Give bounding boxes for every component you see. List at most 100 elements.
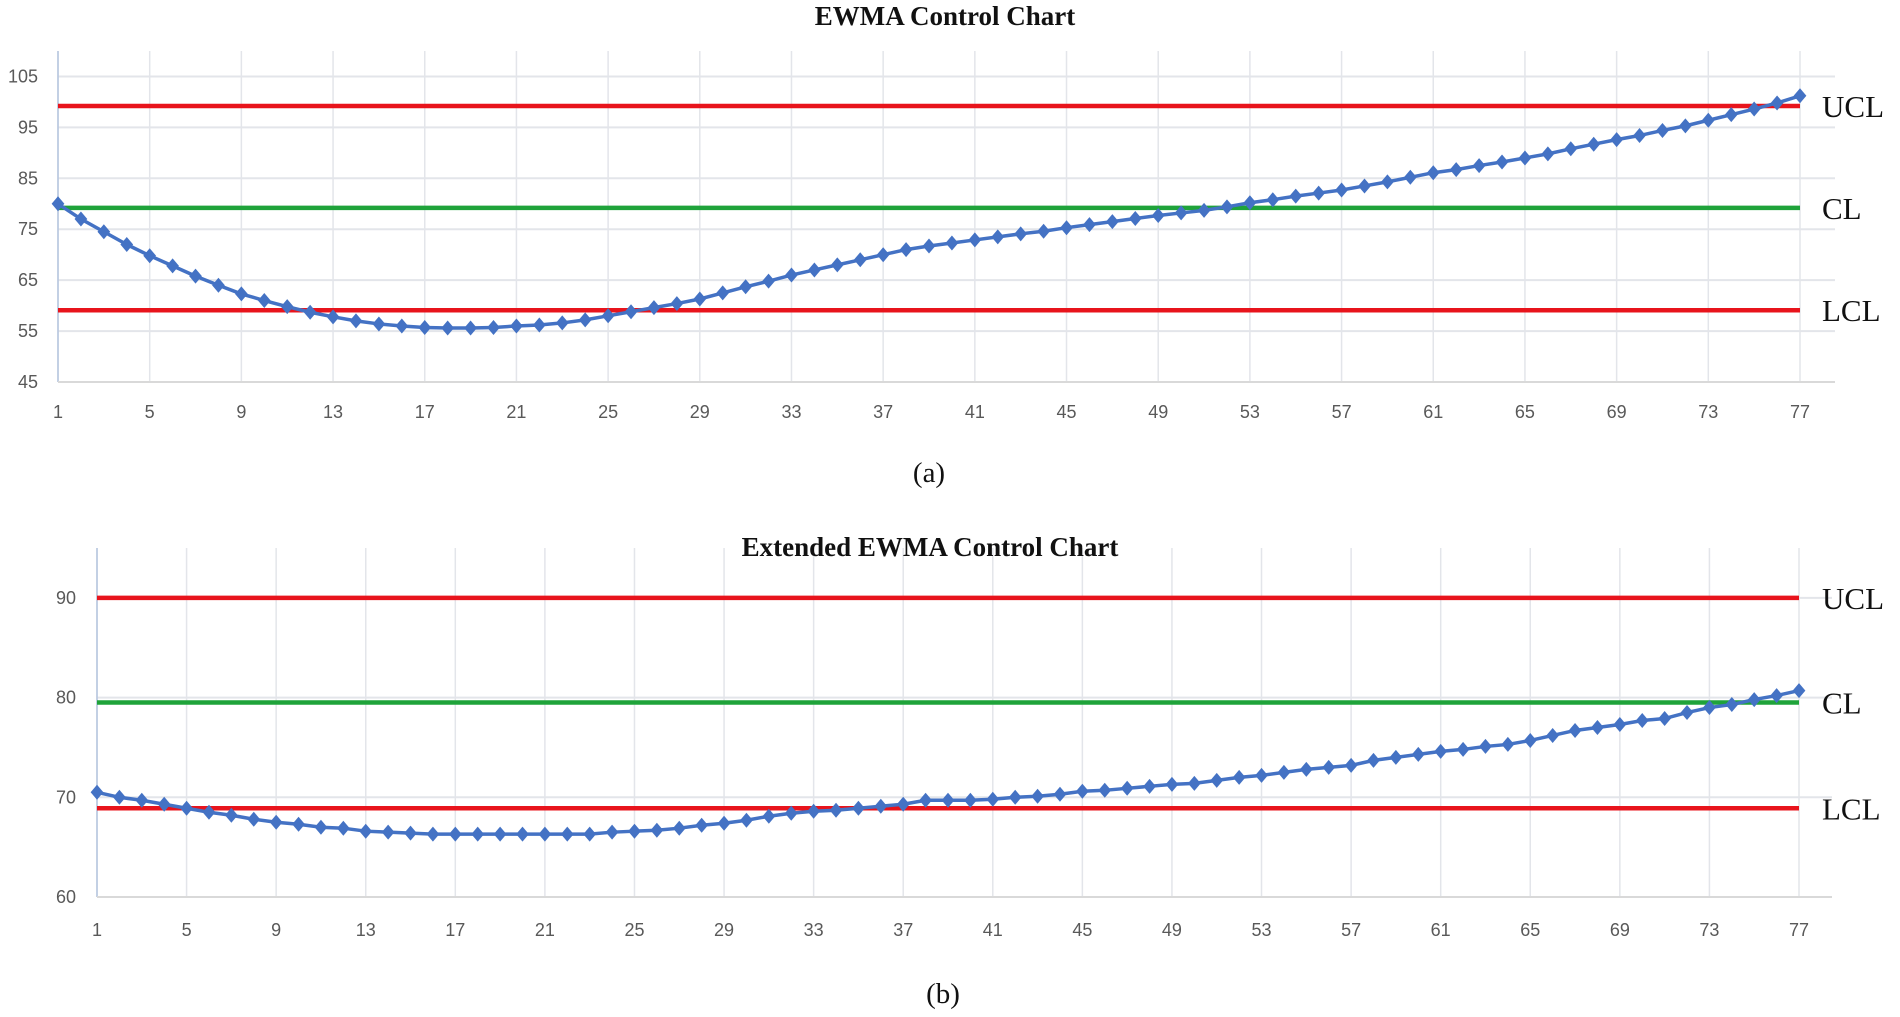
data-point [1635,713,1649,729]
data-point [874,798,888,814]
data-point [740,812,753,828]
data-point [1389,749,1403,765]
x-tick-label: 29 [690,402,710,422]
data-point [1591,719,1604,735]
data-point [1151,207,1165,223]
data-point [372,316,386,332]
data-point [583,826,597,842]
data-point [945,235,959,251]
data-point [314,819,328,835]
x-tick-label: 13 [323,402,343,422]
data-point [560,826,574,842]
data-point [1335,182,1348,198]
data-point [1031,788,1044,804]
data-point [1518,150,1532,166]
series-line [57,94,1801,330]
x-tick-label: 41 [983,920,1003,940]
ucl-label: UCL [1822,581,1884,616]
data-point [578,312,592,328]
data-point [647,300,661,316]
data-point [991,229,1005,245]
data-point [1053,786,1067,802]
cl-label: CL [1822,191,1862,226]
data-point [899,242,913,258]
y-tick-label: 105 [8,66,38,86]
x-tick-label: 21 [506,402,526,422]
data-point [487,320,500,336]
data-point [808,262,821,278]
x-tick-label: 61 [1431,920,1451,940]
data-point [90,784,104,800]
data-point [97,224,111,240]
data-point [516,826,529,842]
x-tick-label: 33 [781,402,801,422]
data-point [1587,136,1601,152]
data-point [395,318,409,334]
data-point [919,792,932,808]
data-point [292,816,305,832]
data-point [1792,683,1806,699]
x-tick-label: 69 [1610,920,1630,940]
data-point [1541,146,1555,162]
data-point [1098,782,1112,798]
data-point [1701,112,1715,128]
data-point [693,291,707,307]
data-point [143,248,157,264]
data-point [257,293,271,309]
data-point [1381,174,1394,190]
data-point [964,792,977,808]
series-line [96,688,1800,836]
data-point [224,807,238,823]
data-point [852,800,865,816]
data-point [1770,688,1783,704]
data-point [135,792,149,808]
data-point [1277,764,1291,780]
x-tick-label: 1 [92,920,102,940]
y-tick-label: 45 [18,372,38,392]
data-point [1322,759,1336,775]
data-point [762,273,775,289]
data-point [1456,741,1470,757]
x-tick-label: 25 [598,402,618,422]
data-point [1060,220,1073,236]
x-tick-label: 77 [1790,402,1810,422]
x-tick-label: 9 [236,402,246,422]
data-point [1243,195,1257,211]
data-point [555,315,569,331]
data-point [1220,199,1234,215]
data-point [441,320,455,336]
x-tick-label: 9 [271,920,281,940]
data-point [157,796,171,812]
extended-ewma-chart: 60 70 80 90 1 5 9 13 17 21 25 29 33 37 41 45 49 53 57 61 65 6… [56,532,1884,1010]
data-point [1312,185,1326,201]
x-tick-label: 45 [1072,920,1092,940]
data-point [1187,775,1201,791]
data-point [1724,107,1738,123]
data-point [716,285,730,301]
ewma-chart: 45 55 65 75 85 95 105 1 5 9 13 17 21 25 29 33 37 41 45 49 53… [8,1,1884,489]
data-point [717,815,731,831]
data-point [426,826,440,842]
data-point [180,800,193,816]
data-point [1299,761,1313,777]
data-point [1680,705,1694,721]
x-tick-label: 49 [1148,402,1168,422]
x-tick-label: 53 [1240,402,1260,422]
lcl-label: LCL [1822,791,1881,826]
chart-title: Extended EWMA Control Chart [742,532,1119,562]
data-point [1725,697,1739,713]
data-point [1610,132,1624,148]
data-point [1165,776,1179,792]
data-point [829,802,843,818]
x-tick-label: 57 [1332,402,1352,422]
x-tick-label: 33 [804,920,824,940]
data-point [1255,767,1268,783]
data-point [739,279,753,295]
data-point [1197,202,1211,218]
x-tick-label: 65 [1515,402,1535,422]
x-tick-label: 5 [182,920,192,940]
data-point [1679,118,1692,134]
data-point [807,803,821,819]
data-point [605,824,619,840]
